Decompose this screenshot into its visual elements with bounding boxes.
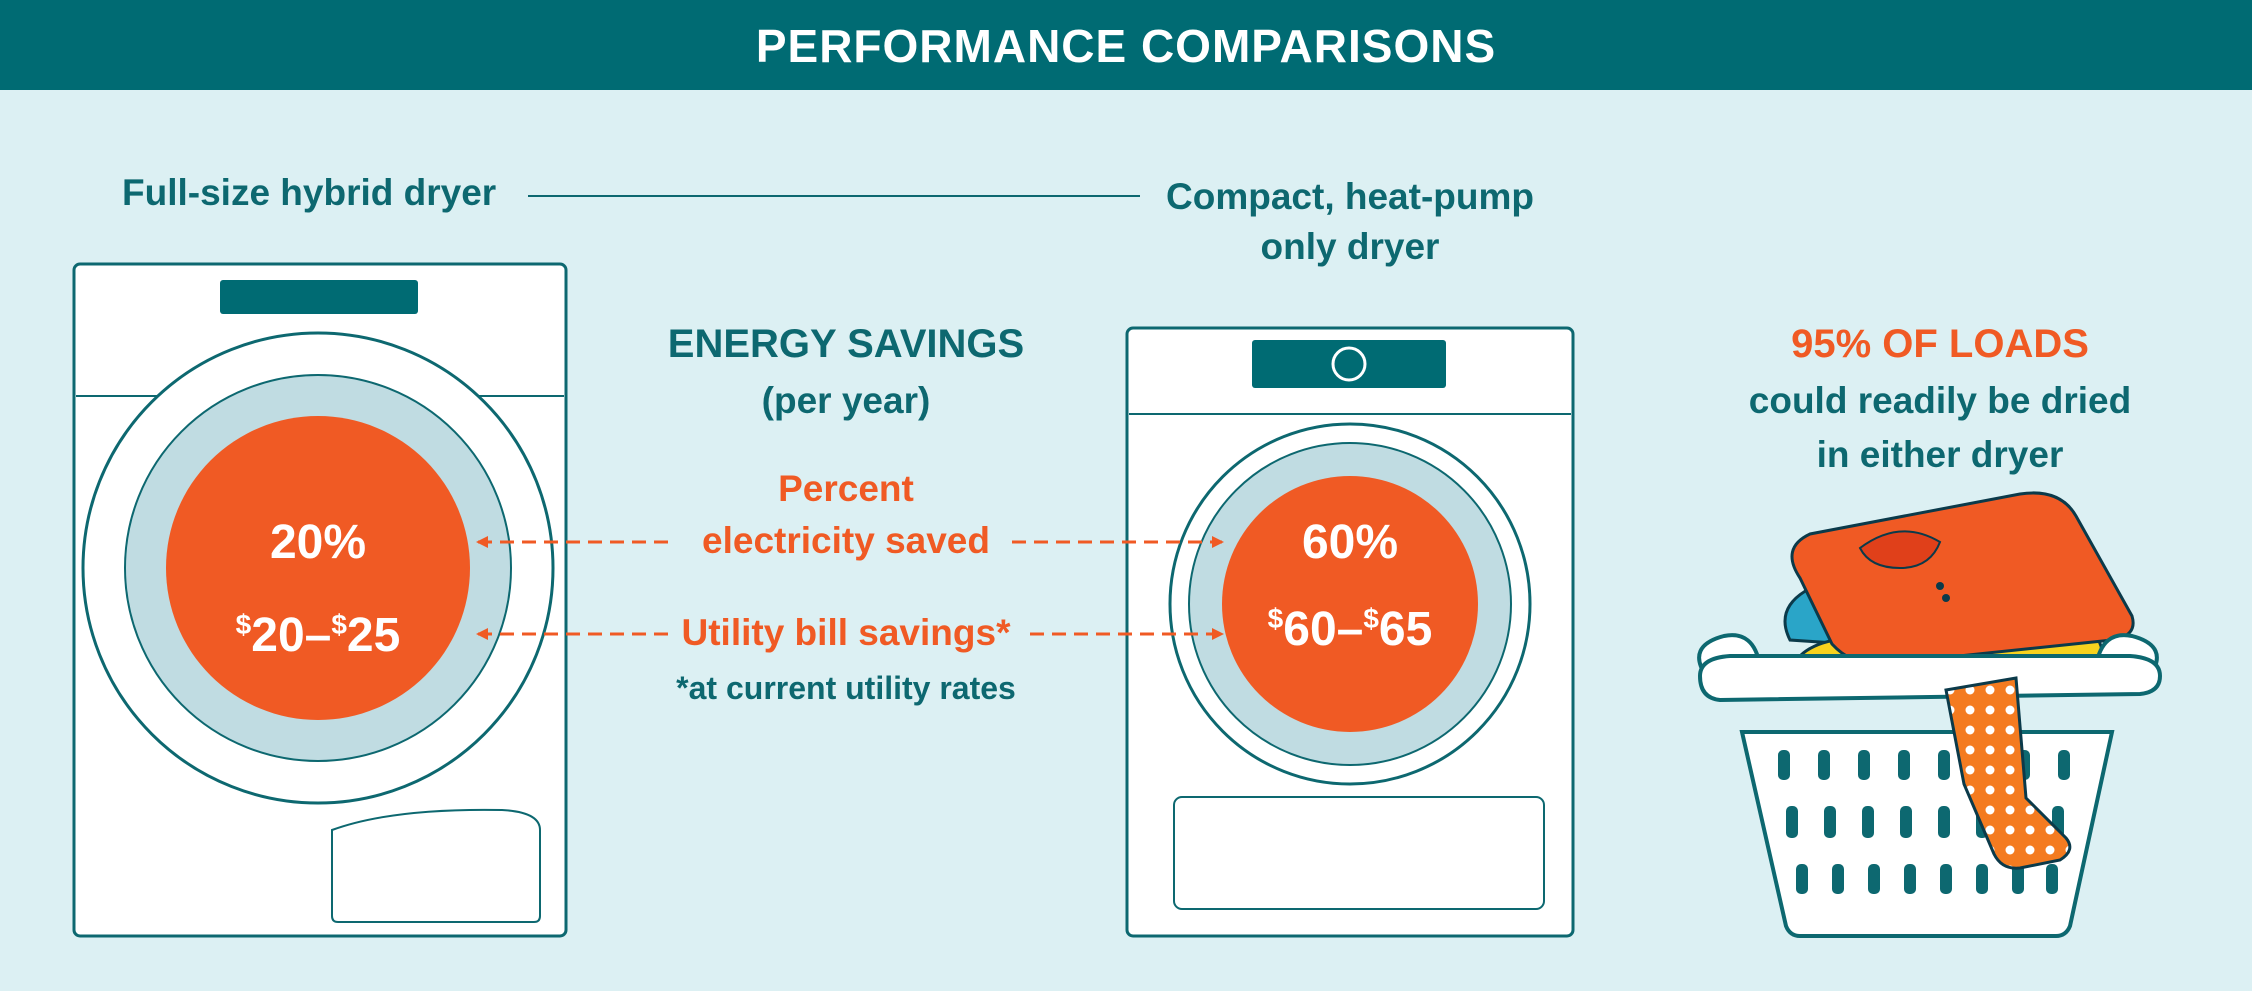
compact-dryer-label-line1: Compact, heat-pump	[1166, 176, 1534, 217]
energy-savings-title: ENERGY SAVINGS	[667, 322, 1025, 366]
title-banner	[0, 0, 2252, 90]
compact-heat-pump-dryer-icon	[1125, 326, 1575, 938]
left-savings-range: $20–$25	[168, 608, 468, 663]
currency-symbol: $	[1267, 603, 1284, 634]
full-size-dryer-icon	[72, 262, 568, 938]
page-title: PERFORMANCE COMPARISONS	[755, 20, 1497, 72]
right-savings-range: $60–$65	[1200, 602, 1500, 657]
laundry-basket-icon	[1697, 491, 2163, 938]
left-savings-to: 25	[346, 609, 401, 662]
energy-savings-subtitle: (per year)	[761, 380, 931, 421]
electricity-label-line1: Percent	[778, 468, 914, 509]
currency-symbol: $	[1363, 603, 1379, 634]
loads-line1: could readily be dried	[1748, 380, 2132, 421]
left-percent-value: 20%	[269, 516, 367, 569]
loads-line2: in either dryer	[1816, 434, 2064, 475]
right-savings-from: 60	[1283, 603, 1337, 656]
right-savings-to: 65	[1378, 603, 1433, 656]
right-percent-value: 60%	[1301, 516, 1399, 569]
loads-headline: 95% OF LOADS	[1791, 322, 2089, 366]
left-savings-from: 20	[251, 609, 305, 662]
currency-symbol: $	[331, 609, 347, 640]
full-size-dryer-label: Full-size hybrid dryer	[122, 172, 497, 213]
bill-savings-label: Utility bill savings*	[681, 612, 1011, 653]
range-separator: –	[304, 609, 332, 662]
compact-dryer-label: Compact, heat-pump only dryer	[1150, 172, 1550, 272]
currency-symbol: $	[235, 609, 252, 640]
footnote: *at current utility rates	[676, 670, 1016, 706]
range-separator: –	[1336, 603, 1364, 656]
compact-dryer-label-line2: only dryer	[1260, 226, 1440, 267]
electricity-label-line2: electricity saved	[702, 520, 990, 561]
